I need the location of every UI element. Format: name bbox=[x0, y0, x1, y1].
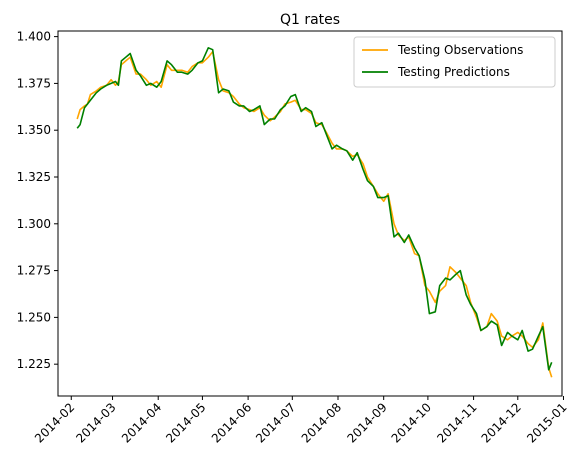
y-tick-label: 1.300 bbox=[17, 217, 51, 231]
plot-area bbox=[76, 46, 553, 378]
chart-title: Q1 rates bbox=[280, 12, 340, 28]
legend-label-1: Testing Observations bbox=[397, 43, 523, 57]
y-tick-label: 1.325 bbox=[17, 170, 51, 184]
y-tick-label: 1.400 bbox=[17, 30, 51, 44]
y-tick-label: 1.250 bbox=[17, 310, 51, 324]
y-tick-label: 1.350 bbox=[17, 123, 51, 137]
y-tick-label: 1.375 bbox=[17, 76, 51, 90]
legend: Testing Observations Testing Predictions bbox=[353, 36, 556, 88]
legend-label-2: Testing Predictions bbox=[397, 65, 510, 79]
axes-frame bbox=[57, 30, 563, 397]
legend-box bbox=[353, 36, 556, 88]
series-line-2 bbox=[76, 46, 553, 371]
y-tick-label: 1.275 bbox=[17, 264, 51, 278]
y-tick-label: 1.225 bbox=[17, 357, 51, 371]
